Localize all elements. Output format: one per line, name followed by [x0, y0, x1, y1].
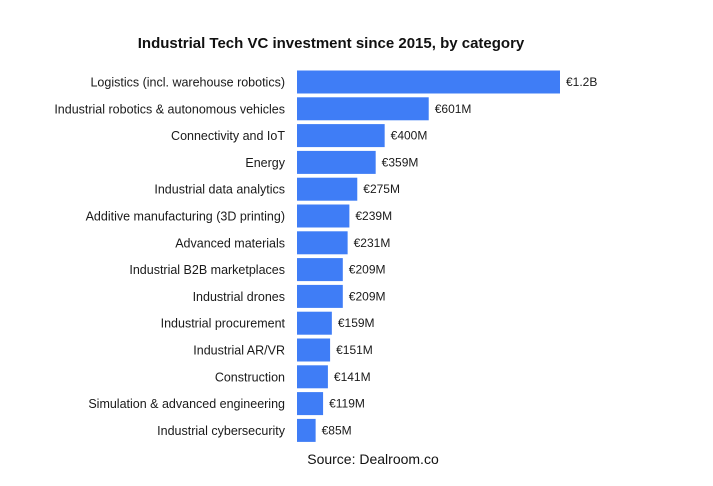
- bar: [297, 365, 328, 389]
- bars-group: Logistics (incl. warehouse robotics) €1.2…: [54, 70, 597, 442]
- bar: [297, 338, 331, 362]
- value-label: €400M: [391, 129, 428, 143]
- source-label: Source: Dealroom.co: [307, 451, 439, 467]
- bar: [297, 150, 376, 174]
- category-label: Additive manufacturing (3D printing): [86, 210, 285, 224]
- value-label: €85M: [322, 423, 352, 437]
- category-label: Advanced materials: [175, 236, 285, 250]
- bar: [297, 124, 385, 148]
- value-label: €239M: [355, 209, 392, 223]
- category-label: Industrial procurement: [161, 317, 286, 331]
- bar: [297, 311, 332, 335]
- value-label: €141M: [334, 370, 371, 384]
- bar: [297, 177, 358, 201]
- bar: [297, 231, 348, 255]
- category-label: Industrial drones: [193, 290, 285, 304]
- value-label: €231M: [354, 236, 391, 250]
- bar: [297, 418, 316, 442]
- category-label: Simulation & advanced engineering: [88, 397, 285, 411]
- category-label: Industrial cybersecurity: [157, 424, 286, 438]
- bar: [297, 70, 560, 94]
- category-label: Industrial AR/VR: [193, 344, 285, 358]
- category-label: Industrial data analytics: [154, 183, 285, 197]
- value-label: €159M: [338, 316, 375, 330]
- value-label: €209M: [349, 263, 386, 277]
- category-label: Construction: [215, 370, 285, 384]
- bar: [297, 392, 324, 416]
- category-label: Logistics (incl. warehouse robotics): [90, 76, 285, 90]
- value-label: €359M: [382, 155, 419, 169]
- value-label: €209M: [349, 289, 386, 303]
- value-label: €275M: [363, 182, 400, 196]
- bar: [297, 258, 343, 282]
- category-label: Industrial B2B marketplaces: [129, 263, 285, 277]
- chart-title: Industrial Tech VC investment since 2015…: [138, 35, 525, 52]
- bar: [297, 284, 343, 308]
- category-label: Connectivity and IoT: [171, 129, 285, 143]
- value-label: €119M: [329, 397, 365, 411]
- bar: [297, 97, 429, 121]
- bar: [297, 204, 350, 228]
- value-label: €1.2B: [566, 75, 597, 89]
- value-label: €601M: [435, 102, 472, 116]
- value-label: €151M: [336, 343, 373, 357]
- category-label: Industrial robotics & autonomous vehicle…: [54, 102, 285, 116]
- category-label: Energy: [245, 156, 285, 170]
